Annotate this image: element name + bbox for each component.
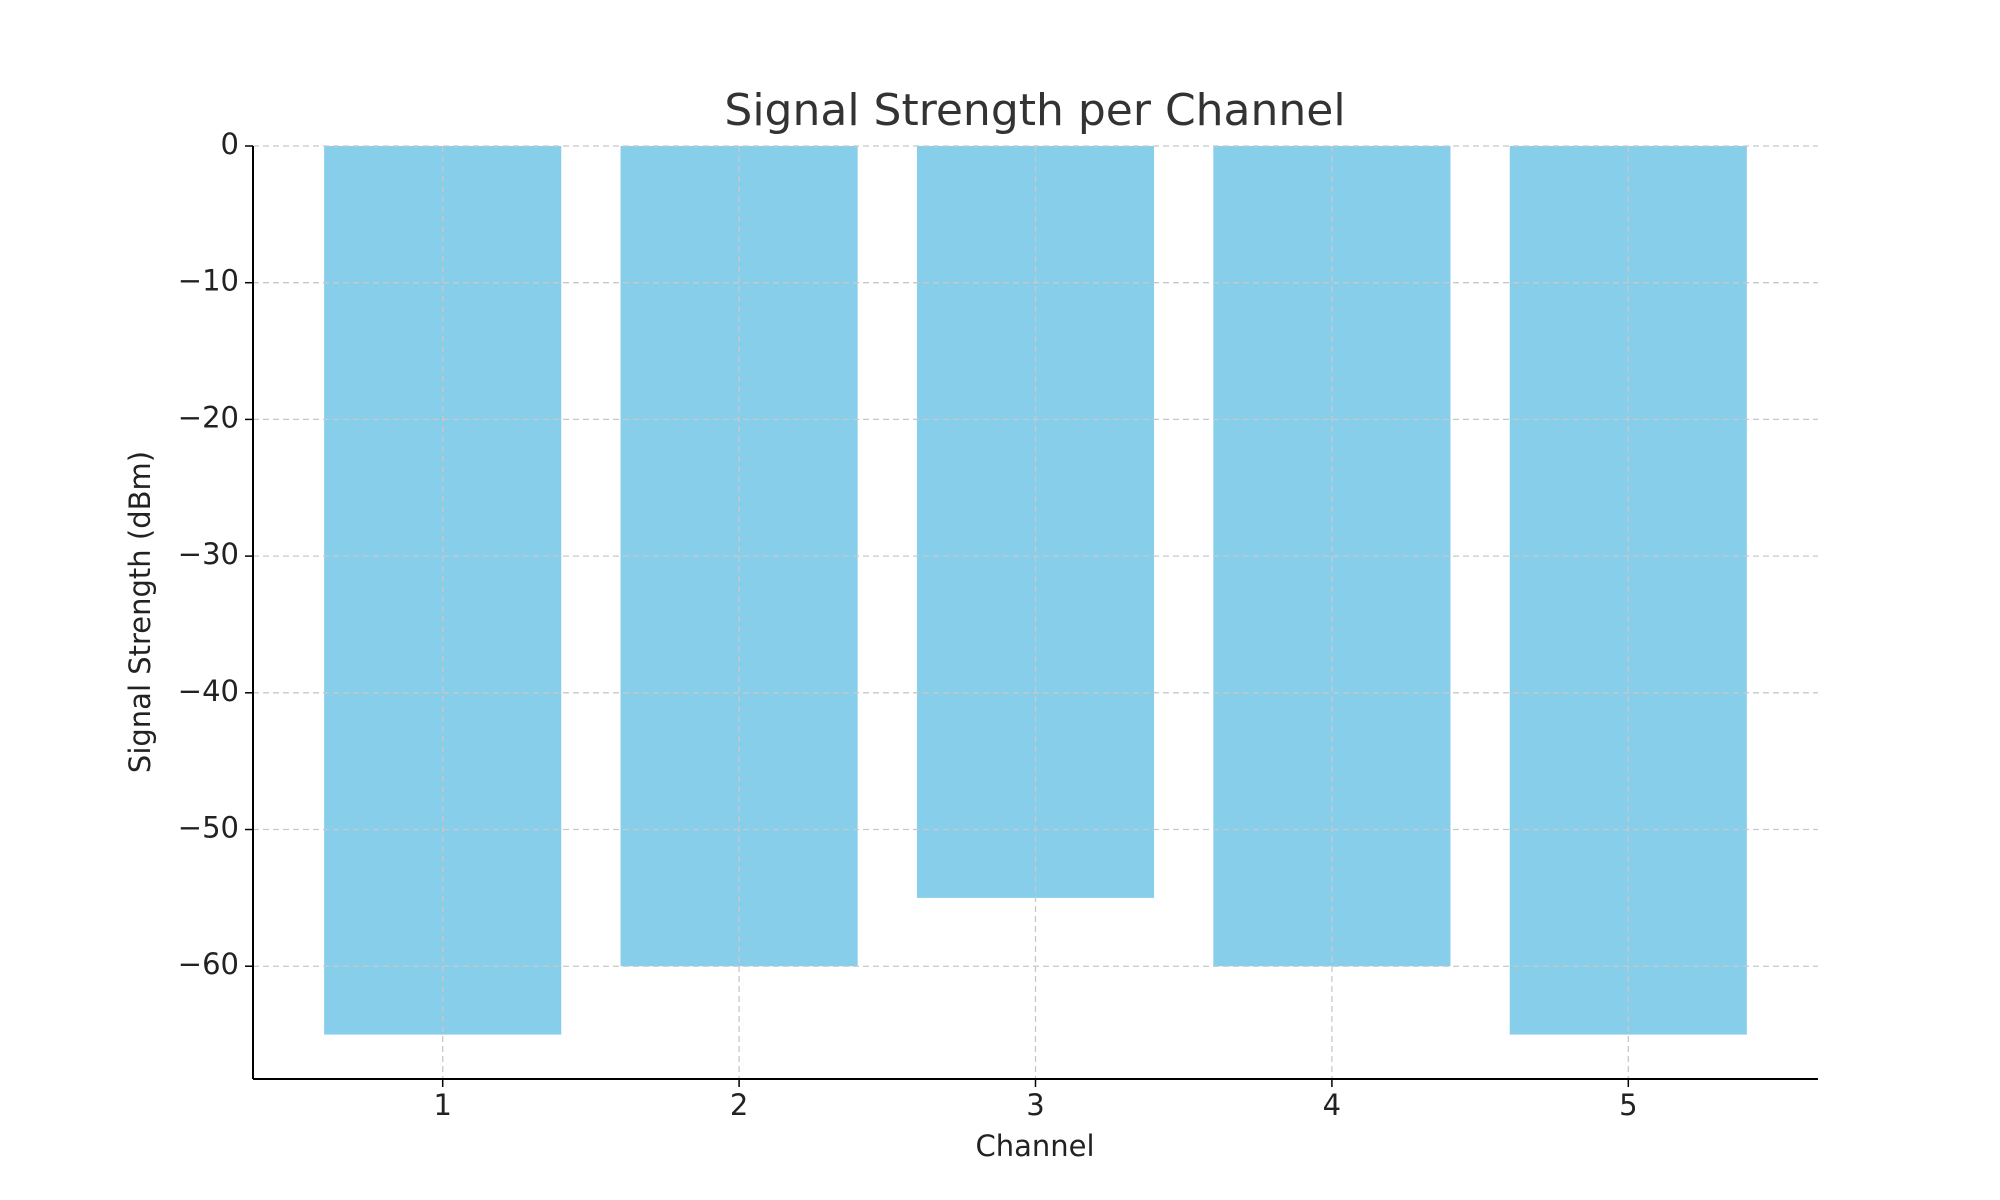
y-tick-label: 0 [221, 127, 239, 161]
y-tick-label: −30 [178, 537, 239, 571]
y-tick-label: −50 [178, 811, 239, 845]
x-axis-label: Channel [975, 1129, 1094, 1163]
y-axis-label: Signal Strength (dBm) [123, 451, 157, 773]
y-tick-label: −10 [178, 264, 239, 298]
y-tick-label: −20 [178, 400, 239, 434]
chart-title: Signal Strength per Channel [724, 85, 1345, 136]
y-tick-label: −60 [178, 947, 239, 981]
y-tick-label: −40 [178, 674, 239, 708]
x-tick-label: 5 [1619, 1088, 1637, 1122]
x-tick-label: 3 [1026, 1088, 1044, 1122]
x-tick-label: 4 [1323, 1088, 1341, 1122]
x-tick-label: 1 [433, 1088, 451, 1122]
x-tick-label: 2 [730, 1088, 748, 1122]
